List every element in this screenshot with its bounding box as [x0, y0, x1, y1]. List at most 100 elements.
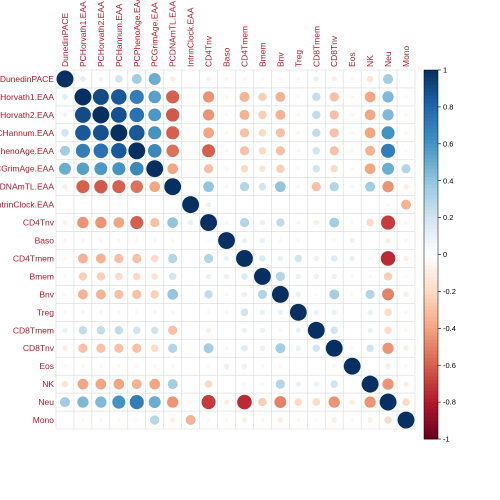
correlation-circle [128, 125, 145, 141]
colorbar-band [424, 402, 438, 407]
colorbar-band [424, 188, 438, 193]
column-label: IntrinClock.EAA [186, 7, 196, 67]
correlation-circle [289, 303, 307, 321]
correlation-circle [402, 398, 410, 406]
colorbar-band [424, 287, 438, 292]
colorbar-band [424, 394, 438, 399]
correlation-circle [78, 326, 88, 335]
correlation-circle [164, 178, 182, 196]
correlation-circle [312, 128, 321, 138]
correlation-circle [98, 364, 103, 369]
correlation-circle [331, 273, 337, 280]
colorbar-band [424, 210, 438, 215]
correlation-circle [167, 289, 179, 300]
row-label: CHannum.EAA [0, 128, 54, 138]
correlation-circle [382, 378, 394, 390]
column-label: Bmem [257, 42, 267, 67]
colorbar-band [424, 354, 438, 359]
correlation-circle [224, 418, 229, 422]
correlation-circle [404, 310, 408, 315]
row-label: Neu [38, 397, 54, 407]
correlation-circle [258, 129, 267, 137]
colorbar-band [424, 99, 438, 104]
colorbar-band [424, 114, 438, 119]
colorbar-band [424, 143, 438, 148]
colorbar-band [424, 280, 438, 285]
colorbar-band [424, 121, 438, 126]
colorbar-band [424, 232, 438, 237]
colorbar: 1 0.8 0.6 0.4 0.2 0 -0.2 -0.4 -0.6 -0.8 -1 [423, 66, 456, 444]
correlation-circle [275, 379, 285, 389]
correlation-circle [59, 162, 71, 175]
colorbar-band [424, 335, 438, 340]
colorbar-band [424, 195, 438, 200]
correlation-circle [77, 289, 88, 300]
correlation-circle [94, 180, 108, 194]
correlation-circle [331, 417, 337, 423]
correlation-circle [312, 147, 321, 155]
correlation-circle [114, 253, 124, 264]
correlation-circle [152, 238, 157, 243]
correlation-circle [130, 216, 144, 230]
correlation-circle [332, 238, 337, 243]
correlation-circle [241, 417, 248, 423]
correlation-circle [259, 219, 266, 226]
colorbar-tick-label: -0.2 [443, 287, 456, 296]
correlation-circle [241, 237, 248, 244]
correlation-circle [150, 290, 159, 299]
correlation-circle [113, 378, 125, 390]
correlation-circle [114, 326, 124, 335]
correlation-circle [350, 95, 355, 99]
colorbar-band [424, 158, 438, 163]
correlation-circle [397, 411, 415, 429]
correlation-circle [253, 267, 271, 285]
colorbar-band [424, 180, 438, 185]
colorbar-band [424, 309, 438, 314]
correlation-circle [296, 418, 301, 422]
correlation-circle [150, 217, 160, 228]
correlation-circle [403, 345, 409, 351]
correlation-circle [110, 106, 127, 123]
correlation-circle [365, 289, 375, 299]
correlation-circle [132, 289, 142, 299]
correlation-circle [313, 381, 319, 387]
correlation-circle [329, 146, 339, 156]
correlation-circle [258, 110, 267, 120]
correlation-circle [311, 182, 321, 192]
row-label: Bmem [29, 271, 54, 281]
colorbar-band [424, 162, 438, 167]
correlation-circle [296, 238, 301, 243]
correlation-circle [168, 253, 178, 264]
colorbar-band [424, 132, 438, 137]
correlation-circle [224, 346, 229, 351]
colorbar-band [424, 372, 438, 377]
correlation-circle [63, 292, 67, 297]
correlation-circle [113, 217, 125, 228]
correlation-circle [167, 163, 179, 175]
correlation-circle [385, 363, 391, 369]
correlation-circle [204, 290, 213, 299]
row-label: ntrinClock.EAA [0, 200, 54, 210]
correlation-circle [62, 94, 68, 100]
correlation-circle [404, 112, 408, 117]
colorbar-band [424, 117, 438, 123]
correlation-circle [350, 130, 355, 135]
colorbar-band [424, 129, 438, 134]
correlation-circle [62, 238, 68, 243]
correlation-circle [132, 253, 142, 264]
colorbar-tick-label: 0.2 [443, 213, 453, 222]
correlation-circle [366, 75, 374, 83]
row-label: CD4Tmem [13, 253, 54, 263]
correlation-circle [330, 380, 338, 388]
correlation-circle [237, 394, 252, 410]
correlation-circle [224, 220, 229, 225]
correlation-circle [350, 418, 355, 422]
correlation-circle [133, 326, 141, 335]
correlation-circle [115, 75, 123, 83]
colorbar-band [424, 416, 438, 421]
correlation-circle [296, 148, 301, 153]
correlation-circle [368, 256, 373, 261]
correlation-circle [296, 166, 301, 171]
correlation-circle [62, 112, 68, 118]
correlation-circle [241, 273, 248, 280]
